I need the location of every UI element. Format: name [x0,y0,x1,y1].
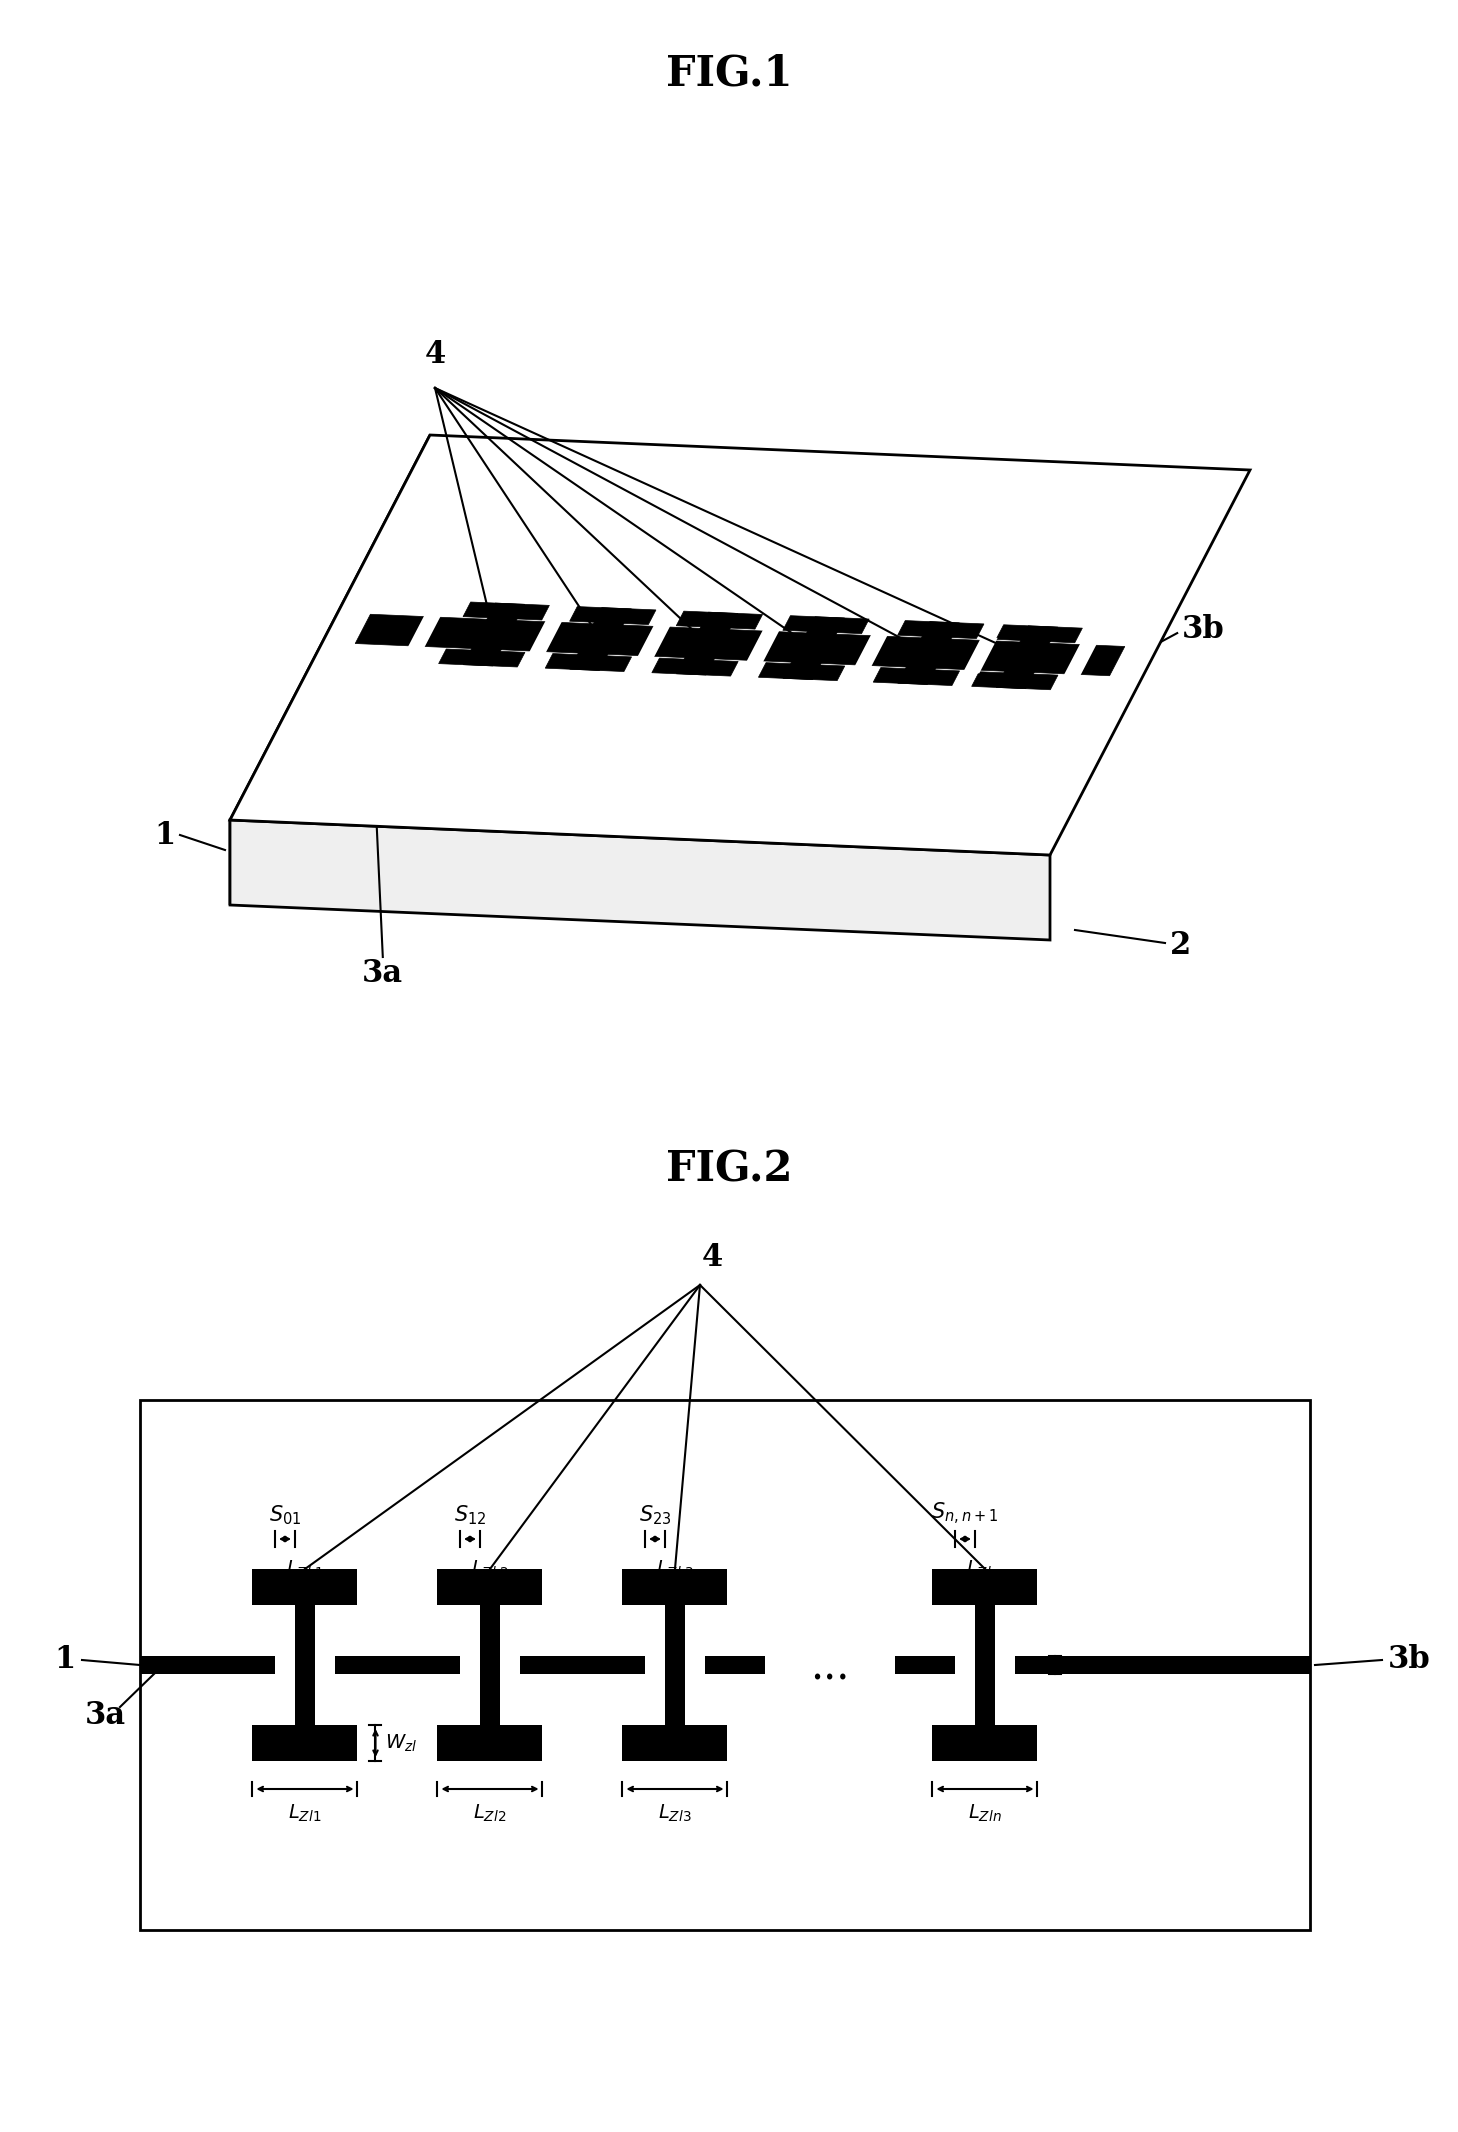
Text: 1: 1 [54,1644,76,1676]
Polygon shape [439,648,525,667]
Bar [252,1725,357,1761]
Text: $S_{n,n+1}$: $S_{n,n+1}$ [932,1501,999,1527]
Polygon shape [528,618,563,655]
Text: 4: 4 [424,339,446,371]
Text: 3b: 3b [1388,1644,1430,1676]
Polygon shape [873,667,959,687]
Bar [140,1401,1309,1929]
Bar [521,1657,644,1674]
Polygon shape [356,614,1124,676]
Text: $L_{Zl2}$: $L_{Zl2}$ [474,1804,506,1825]
Polygon shape [898,623,959,684]
Polygon shape [464,601,550,620]
Bar [623,1569,728,1605]
Bar [994,1654,1015,1676]
Polygon shape [230,821,1050,940]
Polygon shape [407,614,442,650]
Polygon shape [854,633,888,669]
Text: FIG.1: FIG.1 [666,51,792,94]
Polygon shape [637,623,671,659]
Bar [1015,1657,1309,1674]
Polygon shape [898,620,984,640]
Bar [975,1605,994,1725]
Bar [685,1654,706,1676]
Text: $L_{Zhn}$: $L_{Zhn}$ [965,1558,1005,1580]
Bar [461,1654,480,1676]
Polygon shape [652,659,738,676]
Polygon shape [677,612,738,676]
Text: 3b: 3b [1182,614,1225,644]
Text: $S_{23}$: $S_{23}$ [639,1503,671,1527]
Text: $S_{01}$: $S_{01}$ [268,1503,302,1527]
Polygon shape [570,608,656,625]
Text: $L_{Zl3}$: $L_{Zl3}$ [658,1804,691,1825]
Text: ...: ... [811,1646,850,1689]
Polygon shape [758,663,844,680]
Bar [276,1654,295,1676]
Bar [933,1725,1038,1761]
Text: 1: 1 [155,819,175,851]
Polygon shape [1063,642,1098,678]
Bar [335,1657,461,1674]
Polygon shape [783,616,869,633]
Polygon shape [962,637,997,674]
Bar [644,1654,665,1676]
Bar [933,1569,1038,1605]
Polygon shape [745,629,780,663]
Bar [295,1605,315,1725]
Bar [252,1569,357,1605]
Text: FIG.2: FIG.2 [666,1147,792,1190]
Polygon shape [677,612,763,629]
Polygon shape [996,625,1082,642]
Bar [955,1654,975,1676]
Text: 2: 2 [1169,930,1191,962]
Polygon shape [545,655,631,672]
Polygon shape [570,608,631,669]
Bar [665,1605,685,1725]
Polygon shape [230,435,1250,855]
Bar [480,1605,500,1725]
Bar [500,1654,521,1676]
Text: $L_{Zh2}$: $L_{Zh2}$ [471,1558,509,1580]
Bar [437,1569,542,1605]
Text: $W_{zl}$: $W_{zl}$ [385,1733,417,1755]
Text: $L_{Zh1}$: $L_{Zh1}$ [286,1558,324,1580]
Polygon shape [783,616,844,680]
Bar [140,1657,276,1674]
Text: $L_{Zln}$: $L_{Zln}$ [968,1804,1002,1825]
Text: 3a: 3a [362,957,404,989]
Bar [895,1657,955,1674]
Text: $L_{Zh3}$: $L_{Zh3}$ [656,1558,694,1580]
Text: 3a: 3a [85,1699,125,1731]
Text: $W_{zh}$: $W_{zh}$ [1066,1654,1102,1676]
Text: $L_{Zl1}$: $L_{Zl1}$ [289,1804,322,1825]
Bar [437,1725,542,1761]
Bar [706,1657,765,1674]
Bar [315,1654,335,1676]
Bar [623,1725,728,1761]
Text: 4: 4 [701,1243,723,1273]
Text: $S_{12}$: $S_{12}$ [453,1503,486,1527]
Polygon shape [230,435,430,904]
Polygon shape [971,672,1059,691]
Polygon shape [464,603,525,665]
Polygon shape [996,627,1057,689]
